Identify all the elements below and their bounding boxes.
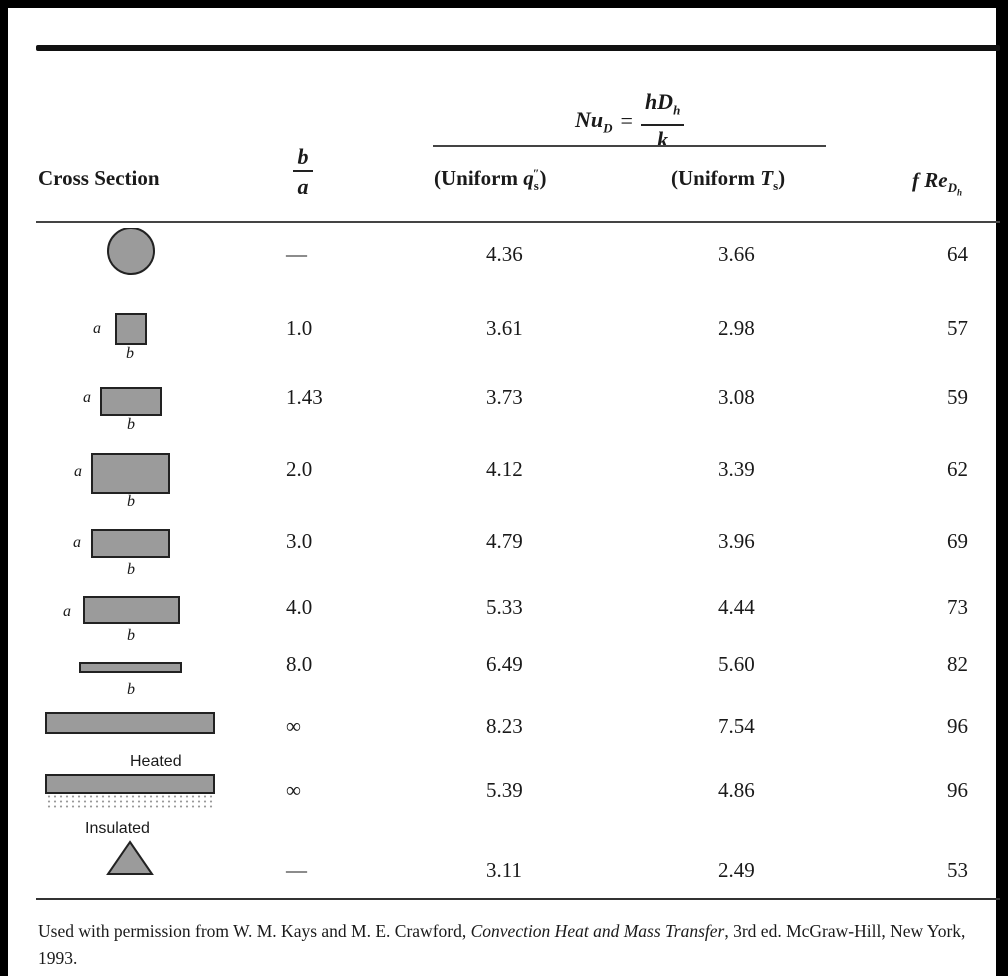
header-uniform-q: (Uniform qs″) xyxy=(434,166,547,194)
header-ratio: b a xyxy=(291,144,315,202)
label-b: b xyxy=(127,627,135,644)
cross-section-shapes xyxy=(45,228,215,875)
parallel-plates-icon xyxy=(45,712,215,734)
nu-denominator: k xyxy=(657,127,669,153)
row-10-nu-q: 3.11 xyxy=(486,858,522,882)
row-8-f-re: 96 xyxy=(947,714,968,738)
row-7-nu-t: 5.60 xyxy=(718,652,755,676)
row-9-ratio: ∞ xyxy=(286,778,301,802)
square-icon xyxy=(115,313,147,345)
row-5-nu-q: 4.79 xyxy=(486,529,523,553)
row-2-ratio: 1.0 xyxy=(286,316,313,340)
rectangle-icon-8-0 xyxy=(79,662,182,673)
row-2-f-re: 57 xyxy=(947,316,968,340)
label-heated: Heated xyxy=(130,753,182,770)
header-cross-section: Cross Section xyxy=(38,166,160,190)
label-b: b xyxy=(126,345,134,362)
rectangle-icon-1-43 xyxy=(100,387,162,416)
insulation-texture xyxy=(46,794,214,808)
bottom-rule xyxy=(36,898,1000,900)
source-footnote: Used with permission from W. M. Kays and… xyxy=(38,921,966,968)
nu-fraction: hDh k xyxy=(640,90,685,153)
row-9-f-re: 96 xyxy=(947,778,968,802)
row-6-ratio: 4.0 xyxy=(286,595,313,619)
row-7-ratio: 8.0 xyxy=(286,652,313,676)
heated-insulated-plates-icon xyxy=(45,774,215,794)
row-1-f-re: 64 xyxy=(947,242,968,266)
rectangle-icon-4-0 xyxy=(83,596,180,624)
row-1-nu-t: 3.66 xyxy=(718,242,755,266)
row-10-nu-t: 2.49 xyxy=(718,858,755,882)
label-a: a xyxy=(63,603,71,620)
row-2-nu-q: 3.61 xyxy=(486,316,523,340)
rectangle-icon-3-0 xyxy=(91,529,170,558)
row-8-ratio: ∞ xyxy=(286,714,301,738)
nu-lhs: NuD xyxy=(575,106,613,135)
row-6-nu-q: 5.33 xyxy=(486,595,523,619)
header-rule xyxy=(36,221,1000,223)
row-5-f-re: 69 xyxy=(947,529,968,553)
nu-numerator: hDh xyxy=(640,90,685,127)
label-insulated: Insulated xyxy=(85,820,150,837)
row-10-ratio: — xyxy=(286,858,307,882)
circle-icon xyxy=(107,228,155,275)
label-a: a xyxy=(73,534,81,551)
triangle-icon xyxy=(106,840,154,875)
row-9-nu-q: 5.39 xyxy=(486,778,523,802)
row-4-nu-t: 3.39 xyxy=(718,457,755,481)
nusselt-rule xyxy=(433,145,826,147)
row-3-f-re: 59 xyxy=(947,385,968,409)
row-10-f-re: 53 xyxy=(947,858,968,882)
row-4-f-re: 62 xyxy=(947,457,968,481)
label-b: b xyxy=(127,681,135,698)
label-b: b xyxy=(127,561,135,578)
nusselt-definition: NuD = hDh k xyxy=(575,90,685,153)
label-b: b xyxy=(127,416,135,433)
header-uniform-t: (Uniform Ts) xyxy=(671,166,786,194)
row-6-nu-t: 4.44 xyxy=(718,595,755,619)
table-page: NuD = hDh k Cross Section b a (Uniform q… xyxy=(8,8,1000,976)
header-f-re: f ReDh xyxy=(912,168,962,198)
row-5-ratio: 3.0 xyxy=(286,529,313,553)
row-9-nu-t: 4.86 xyxy=(718,778,755,802)
row-7-nu-q: 6.49 xyxy=(486,652,523,676)
row-7-f-re: 82 xyxy=(947,652,968,676)
row-1-ratio: — xyxy=(286,242,307,266)
row-4-ratio: 2.0 xyxy=(286,457,313,481)
label-b: b xyxy=(127,493,135,510)
label-a: a xyxy=(74,463,82,480)
row-3-nu-q: 3.73 xyxy=(486,385,523,409)
row-1-nu-q: 4.36 xyxy=(486,242,523,266)
row-2-nu-t: 2.98 xyxy=(718,316,755,340)
book-title: Convection Heat and Mass Transfer xyxy=(470,921,725,941)
row-8-nu-t: 7.54 xyxy=(718,714,755,738)
rectangle-icon-2-0 xyxy=(91,453,170,494)
row-3-nu-t: 3.08 xyxy=(718,385,755,409)
row-4-nu-q: 4.12 xyxy=(486,457,523,481)
top-rule xyxy=(36,45,1000,51)
label-a: a xyxy=(83,389,91,406)
row-8-nu-q: 8.23 xyxy=(486,714,523,738)
row-5-nu-t: 3.96 xyxy=(718,529,755,553)
label-a: a xyxy=(93,320,101,337)
row-3-ratio: 1.43 xyxy=(286,385,323,409)
row-6-f-re: 73 xyxy=(947,595,968,619)
